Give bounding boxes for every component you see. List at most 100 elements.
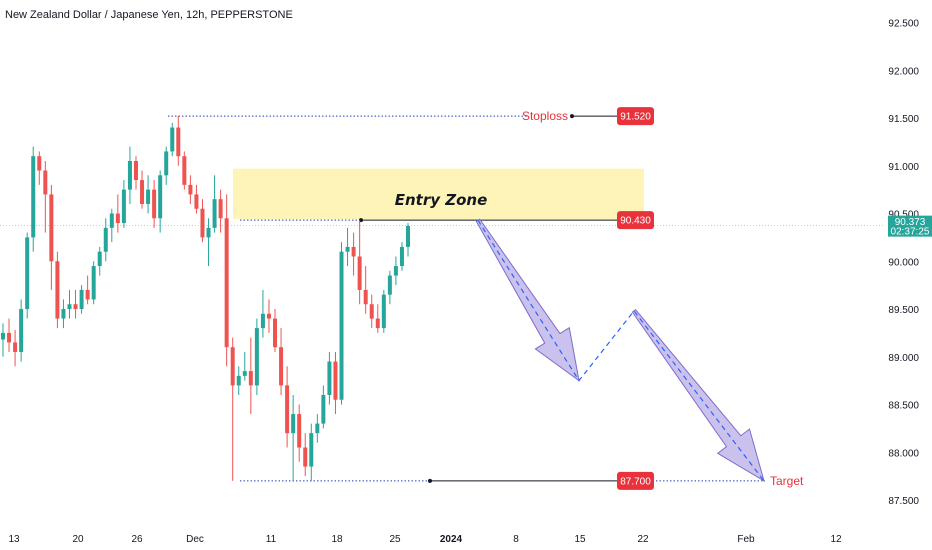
candle-body: [170, 127, 175, 152]
candle-body: [97, 251, 102, 267]
chart-title: New Zealand Dollar / Japanese Yen, 12h, …: [5, 9, 293, 21]
x-tick-label: 13: [8, 534, 20, 545]
x-tick-label: 11: [266, 534, 277, 545]
candle-body: [133, 160, 138, 181]
stoploss-badge-value: 91.520: [620, 112, 651, 123]
x-tick-label: 18: [331, 534, 343, 545]
x-tick-label: Feb: [737, 534, 755, 545]
candle-countdown: 02:37:25: [891, 227, 930, 238]
candle-body: [285, 385, 290, 434]
candle-body: [236, 375, 241, 386]
y-tick-label: 91.500: [888, 114, 919, 125]
target-badge: [617, 471, 654, 490]
candle-body: [182, 156, 187, 185]
candle-body: [279, 347, 284, 386]
x-tick-label: 12: [830, 534, 842, 545]
candle-body: [242, 371, 247, 376]
target-badge-value: 87.700: [620, 476, 651, 487]
candle-body: [254, 328, 259, 386]
current-price-value: 90.373: [895, 217, 926, 228]
candle-body: [146, 189, 151, 204]
candle-body: [387, 275, 392, 295]
candle-body: [375, 318, 380, 329]
candle-body: [206, 227, 211, 238]
candle-body: [212, 199, 217, 228]
x-tick-label: 2024: [440, 534, 463, 545]
candle-body: [55, 261, 60, 319]
candle-body: [369, 304, 374, 319]
candle-body: [291, 414, 296, 434]
y-tick-label: 88.500: [888, 401, 919, 412]
candle-body: [260, 313, 265, 329]
y-tick-label: 88.000: [888, 448, 919, 459]
x-tick-label: 22: [637, 534, 649, 545]
candle-body: [91, 266, 96, 300]
candle-body: [303, 447, 308, 467]
candle-body: [200, 208, 205, 238]
candle-body: [103, 227, 108, 252]
entry-zone-label: Entry Zone: [395, 191, 488, 209]
candle-body: [67, 304, 72, 309]
candle-body: [188, 184, 193, 195]
overlay-labels: 91.520 90.430 87.700 Stoploss Target 90.37302…: [522, 107, 932, 490]
candle-body: [321, 394, 326, 424]
candles: [1, 116, 410, 481]
candle-body: [230, 347, 235, 386]
y-tick-label: 91.000: [888, 162, 919, 173]
candle-body: [13, 342, 18, 352]
x-tick-label: 25: [389, 534, 401, 545]
candle-body: [31, 156, 36, 238]
projection-arrow-down-2: [631, 309, 765, 482]
x-tick-label: 20: [72, 534, 84, 545]
y-tick-label: 92.500: [888, 19, 919, 30]
candle-body: [7, 332, 12, 343]
candle-body: [115, 213, 120, 224]
candle-body: [327, 361, 332, 395]
entry-badge: [617, 211, 654, 230]
y-tick-label: 90.500: [888, 210, 919, 221]
candle-body: [309, 433, 314, 467]
target-anchor-dot: [428, 478, 432, 483]
y-tick-label: 92.000: [888, 66, 919, 77]
candle-body: [333, 361, 338, 400]
current-price-badge: [888, 215, 932, 237]
entry-zone-box: [233, 168, 644, 220]
candle-body: [399, 246, 404, 267]
candle-body: [25, 237, 30, 309]
target-label: Target: [770, 474, 804, 488]
candle-body: [152, 189, 157, 219]
y-tick-label: 90.000: [888, 257, 919, 268]
candle-body: [273, 318, 278, 348]
x-tick-label: Dec: [186, 534, 204, 545]
candle-body: [248, 371, 253, 386]
y-tick-label: 87.500: [888, 496, 919, 507]
candle-body: [73, 304, 78, 309]
candle-body: [266, 313, 271, 319]
candle-body: [121, 189, 126, 224]
candle-body: [176, 127, 181, 157]
candle-body: [43, 170, 48, 195]
x-tick-label: 15: [574, 534, 586, 545]
candle-body: [381, 294, 386, 329]
candle-body: [357, 256, 362, 290]
candle-body: [224, 218, 229, 348]
candle-body: [164, 151, 169, 176]
candle-body: [19, 309, 24, 352]
candle-body: [351, 246, 356, 257]
projection-path: [477, 219, 765, 482]
candle-body: [339, 251, 344, 400]
x-tick-label: 26: [131, 534, 143, 545]
stoploss-anchor-dot: [570, 114, 574, 119]
candle-body: [393, 266, 398, 276]
candle-body: [345, 246, 350, 252]
candle-body: [127, 160, 132, 190]
candle-body: [61, 309, 66, 319]
candle-body: [79, 289, 84, 309]
candle-body: [363, 289, 368, 305]
y-tick-label: 89.000: [888, 353, 919, 364]
x-tick-label: 8: [513, 534, 519, 545]
candle-body: [297, 414, 302, 448]
candle-body: [85, 289, 90, 300]
candle-body: [218, 199, 223, 219]
